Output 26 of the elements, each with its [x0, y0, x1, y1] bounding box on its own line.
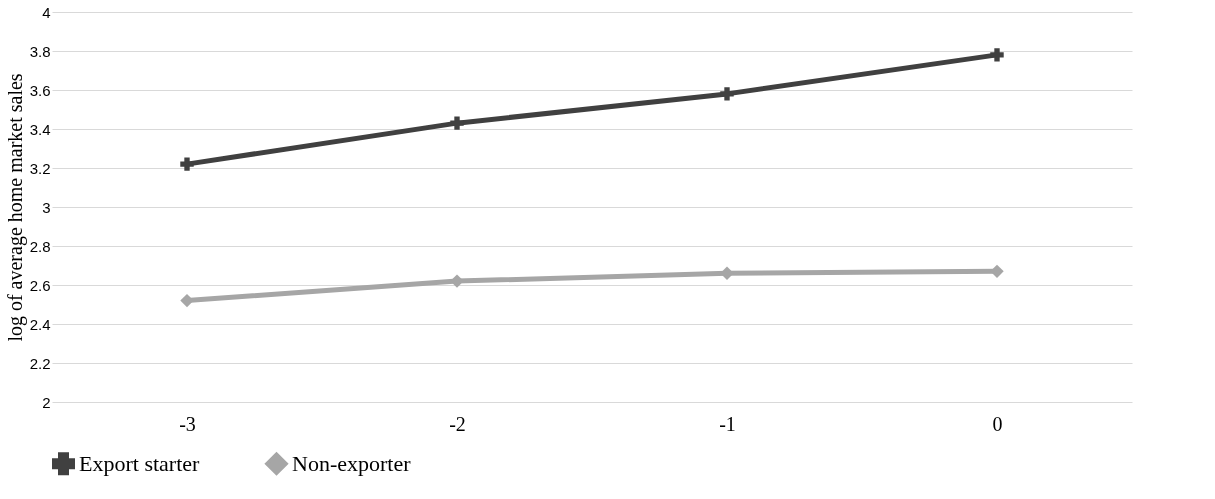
point — [720, 266, 734, 281]
y-tick-label: 3.4 — [29, 120, 51, 138]
point — [450, 116, 464, 130]
x-tick-label: -2 — [449, 412, 466, 435]
x-tick-label: -3 — [179, 412, 196, 435]
point — [180, 157, 194, 171]
x-tick-label: -1 — [719, 412, 736, 435]
point — [990, 48, 1004, 62]
point — [720, 87, 734, 101]
point — [990, 264, 1004, 279]
y-tick-label: 2 — [42, 393, 51, 411]
x-tick-label: 0 — [992, 412, 1003, 435]
point — [180, 293, 194, 308]
legend-label: Non-exporter — [292, 450, 412, 476]
y-tick-label: 4 — [42, 3, 51, 21]
y-tick-label: 3 — [42, 198, 51, 216]
y-tick-label: 2.8 — [29, 237, 51, 255]
legend-label: Export starter — [79, 450, 201, 476]
y-tick-label: 3.6 — [29, 81, 51, 99]
y-axis-title: log of average home market sales — [3, 73, 27, 342]
y-tick-label: 2.6 — [29, 276, 51, 294]
y-tick-label: 2.4 — [29, 315, 51, 333]
point — [450, 274, 464, 288]
y-tick-label: 3.8 — [29, 42, 51, 60]
y-tick-label: 2.2 — [29, 354, 51, 372]
y-tick-label: 3.2 — [29, 159, 51, 177]
